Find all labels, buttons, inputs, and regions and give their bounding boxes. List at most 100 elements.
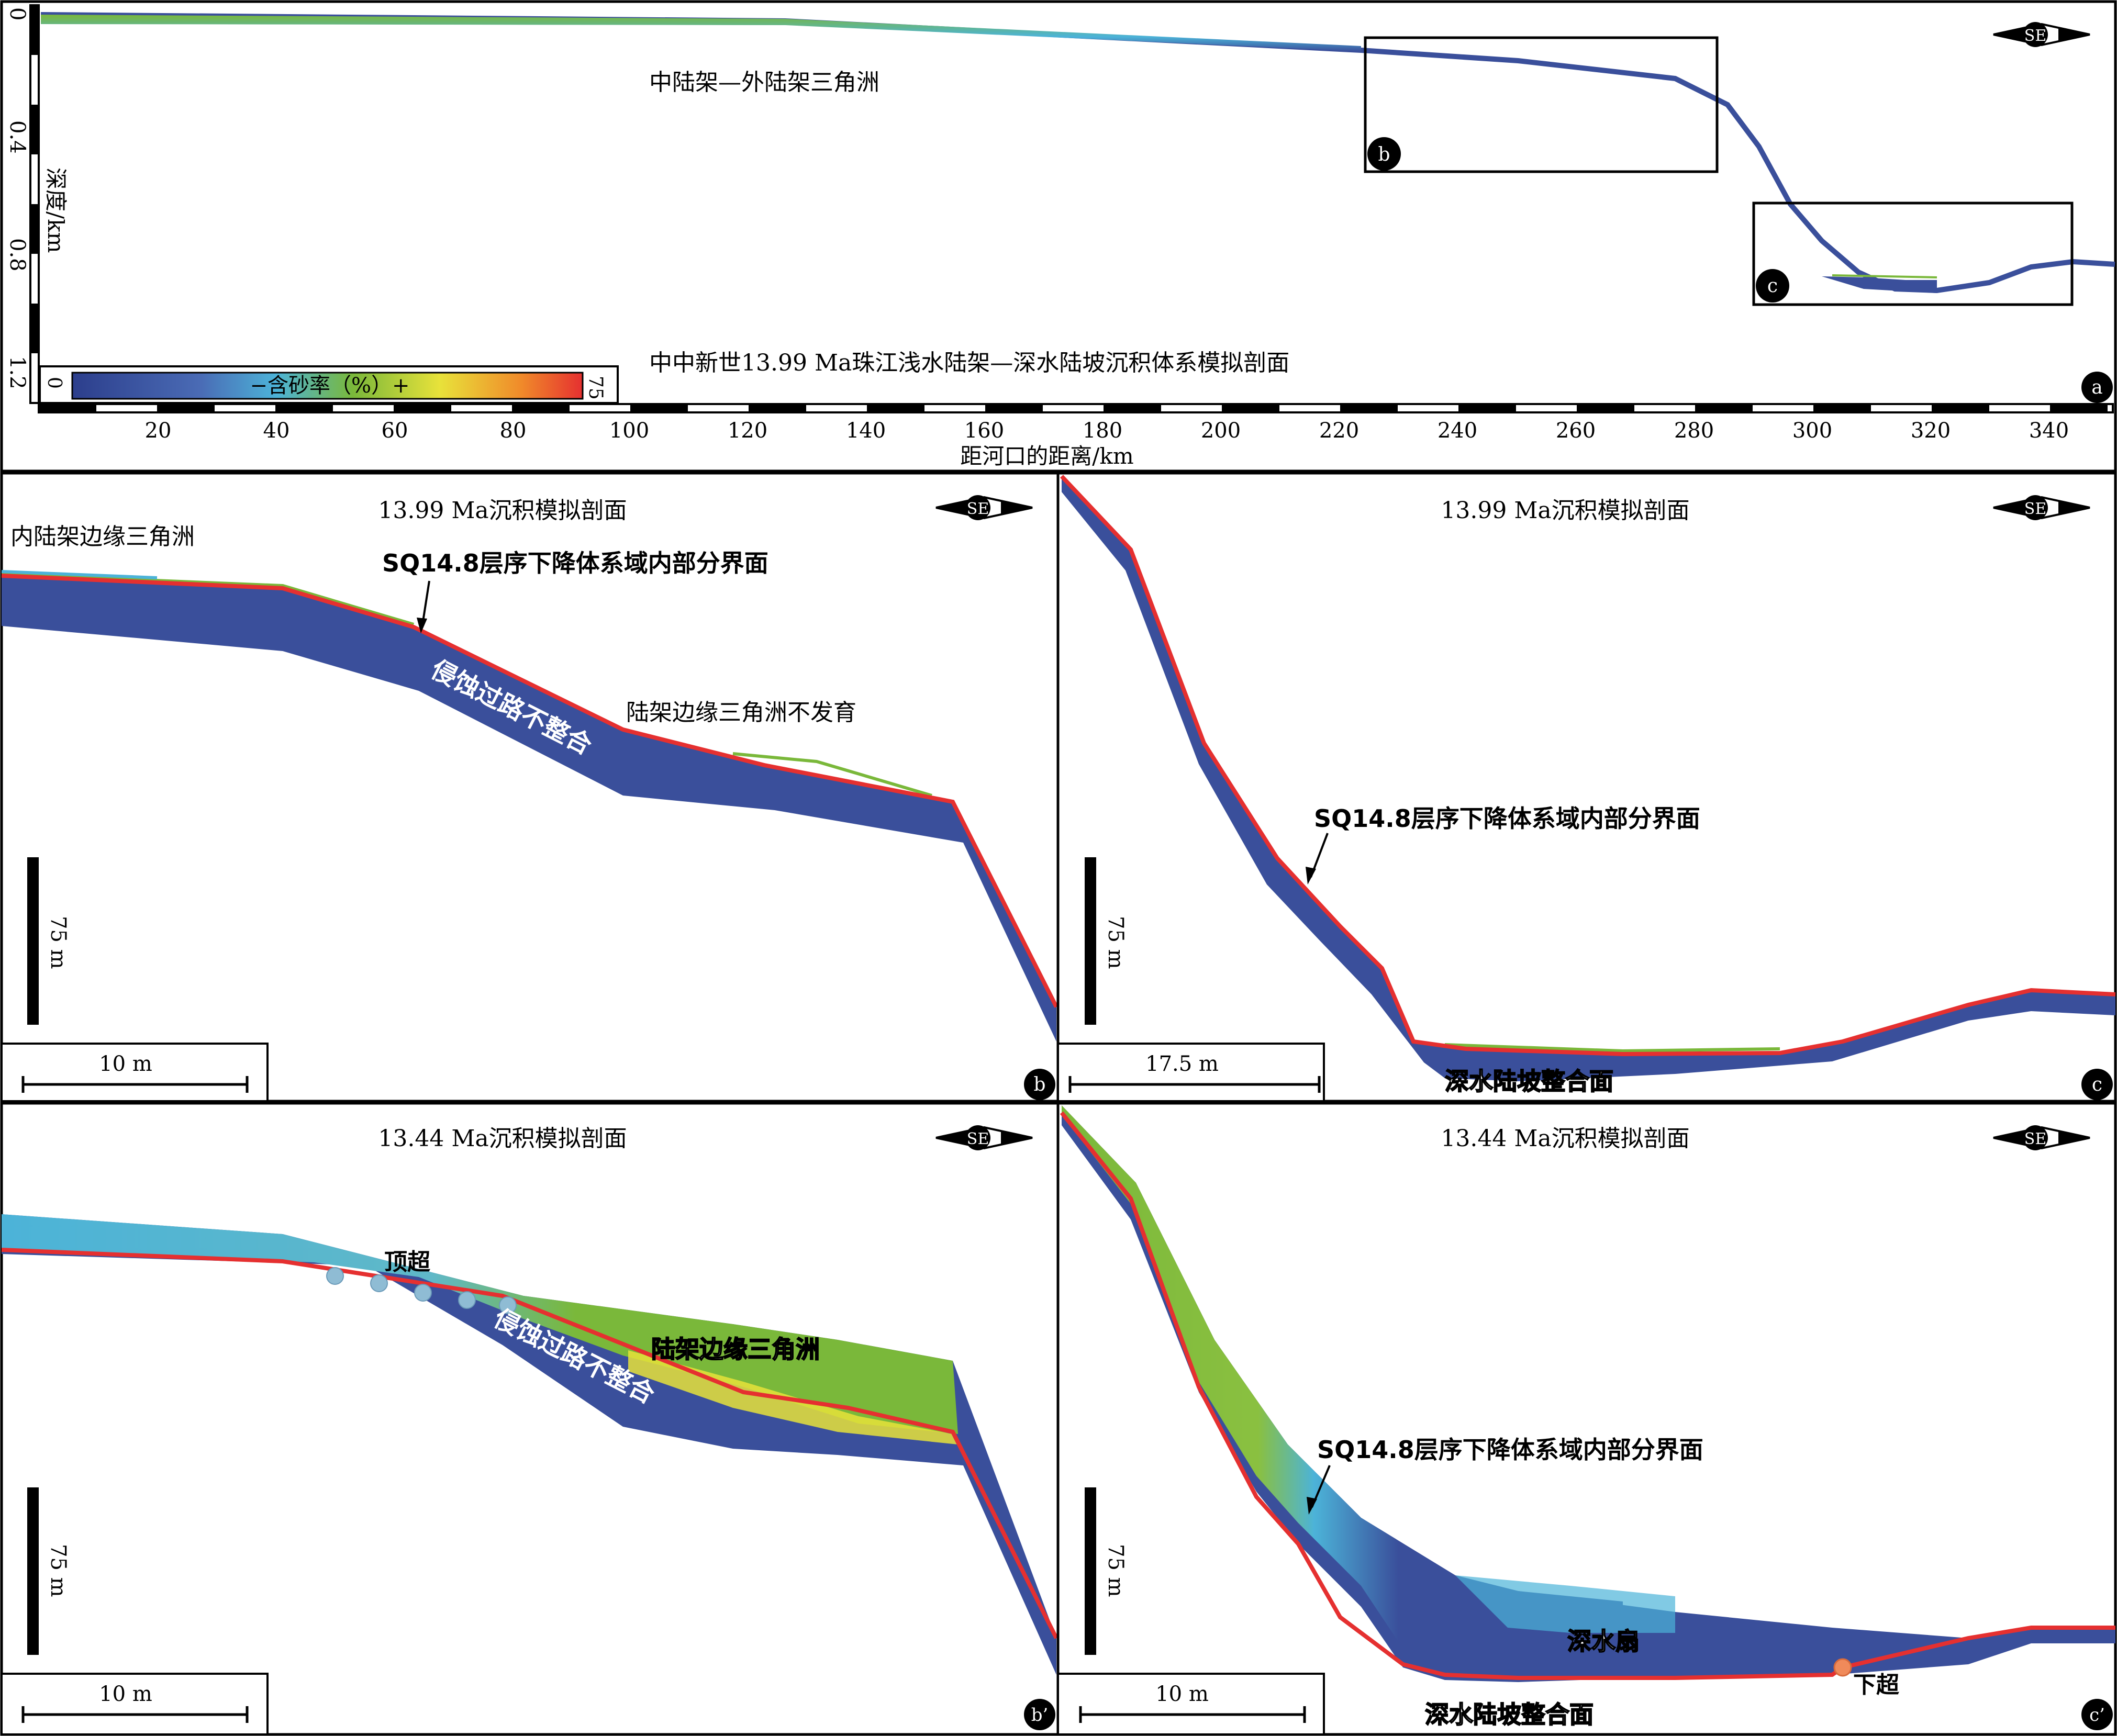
x-tick: 20 [145,419,172,443]
boundary-label: SQ14.8层序下降体系域内部分界面 [1317,1436,1703,1464]
cprime-boundary-line [1060,1111,2115,1680]
panel-cprime-letter: c’ [2089,1705,2105,1726]
panel-b: 13.99 Ma沉积模拟剖面 内陆架边缘三角洲 SQ14.8层序下降体系域内部分… [0,472,1060,1103]
vertical-scale-label: 75 m [1104,916,1128,969]
x-tick: 340 [2029,419,2069,443]
inset-c-letter: c [1767,275,1778,297]
panel-b-prime: 13.44 Ma沉积模拟剖面 顶超 侵蚀过路不整合 陆架边缘三角洲 75 m 1… [0,1102,1060,1736]
bprime-strata [2,1214,1056,1675]
compass-label: SE [967,500,989,518]
x-tick: 320 [1911,419,1951,443]
inset-b-marker [1367,137,1401,171]
x-tick: 40 [263,419,290,443]
colorbar-max: 75 [585,376,606,400]
c-strata [1062,476,2115,1081]
colorbar-min: 0 [43,377,65,389]
inset-c-marker [1756,269,1789,303]
vertical-scale [1085,1487,1096,1655]
scale-box [1057,1043,1325,1102]
horizontal-scale [21,1706,249,1723]
toplap-label: 顶超 [384,1249,431,1275]
inner-delta-label: 内陆架边缘三角洲 [10,523,195,550]
y-tick-1: 0.4 [5,120,29,154]
c-boundary-line [1060,475,2116,1057]
panel-c-border [1056,472,2117,1103]
panel-b-title: 13.99 Ma沉积模拟剖面 [378,497,627,524]
x-tick: 60 [382,419,408,443]
panel-a-title: 中中新世13.99 Ma珠江浅水陆架—深水陆坡沉积体系模拟剖面 [649,350,1289,376]
x-tick: 100 [609,419,649,443]
conformity-label: 深水陆坡整合面 [1425,1700,1594,1729]
panel-bprime-letter: b’ [1031,1705,1049,1726]
horizontal-scale-label: 17.5 m [1145,1052,1219,1076]
horizontal-scale-label: 10 m [1155,1682,1209,1706]
panel-c-prime-border [1056,1102,2117,1736]
panel-a-letter-marker [2081,372,2113,403]
x-tick: 260 [1556,419,1596,443]
vertical-scale-label: 75 m [46,1544,70,1597]
vertical-scale [27,857,39,1025]
vertical-scale [27,1487,39,1655]
y-tick-2: 0.8 [5,238,29,272]
y-tick-0: 0 [5,7,29,20]
x-tick: 220 [1319,419,1359,443]
fan-label: 深水扇 [1567,1627,1640,1655]
x-tick: 120 [728,419,767,443]
x-tick: 160 [964,419,1004,443]
b-boundary-line [1,574,1058,1008]
compass-label: SE [2024,27,2046,45]
b-strata [2,576,1056,1041]
basin-deposit [1822,276,1937,293]
x-axis-bar [38,403,2114,413]
panel-a: 0 0.4 0.8 1.2 深度/km 20 40 60 80 100 120 … [0,0,2117,473]
panel-cprime-title: 13.44 Ma沉积模拟剖面 [1441,1125,1689,1152]
downlap-marker [1833,1658,1852,1677]
compass-label: SE [2024,1130,2046,1148]
x-tick: 200 [1201,419,1241,443]
x-tick: 80 [500,419,527,443]
panel-bprime-letter-marker [1024,1699,1055,1730]
panel-c-title: 13.99 Ma沉积模拟剖面 [1441,497,1689,524]
inset-box-b [1364,36,1719,173]
panel-c: 13.99 Ma沉积模拟剖面 SQ14.8层序下降体系域内部分界面 深水陆坡整合… [1056,472,2117,1103]
colorbar-label: −含砂率（%）+ [250,374,409,398]
horizontal-scale [1079,1706,1306,1723]
horizontal-scale [21,1076,249,1093]
delta-label: 陆架边缘三角洲 [651,1335,820,1363]
conformity-label: 深水陆坡整合面 [1445,1067,1613,1095]
vertical-scale-label: 75 m [1104,1544,1128,1597]
scale-box [1057,1673,1325,1735]
colorbar: 0 75 −含砂率（%）+ [39,365,619,404]
vertical-scale [1085,857,1096,1025]
compass-label: SE [2024,500,2046,518]
scale-box [1,1043,269,1102]
profile-line [40,12,2115,294]
shelf-deposit [41,15,1361,51]
boundary-label: SQ14.8层序下降体系域内部分界面 [382,549,768,577]
panel-c-letter-marker [2081,1069,2113,1100]
panel-c-prime: 13.44 Ma沉积模拟剖面 SQ14.8层序下降体系域内部分界面 深水扇 下超… [1056,1102,2117,1736]
panel-b-letter: b [1033,1074,1045,1095]
horizontal-scale [1068,1076,1321,1093]
inset-box-c [1752,201,2074,306]
compass-icon: SE [1993,22,2090,47]
compass-icon: SE [935,1125,1033,1150]
scale-box [1,1673,269,1735]
delta-annotation: 中陆架—外陆架三角洲 [649,69,879,96]
compass-icon: SE [935,495,1033,520]
compass-icon: SE [1993,1125,2090,1150]
compass-icon: SE [1993,495,2090,520]
downlap-label: 下超 [1853,1672,1900,1698]
horizontal-scale-label: 10 m [99,1682,152,1706]
x-axis-label: 距河口的距离/km [960,443,1133,469]
x-tick: 240 [1438,419,1477,443]
x-tick: 280 [1674,419,1714,443]
x-tick-labels: 20 40 60 80 100 120 140 160 180 200 220 … [145,419,2069,469]
horizontal-scale-label: 10 m [99,1052,152,1076]
vertical-scale-label: 75 m [46,916,70,969]
panel-cprime-letter-marker [2081,1699,2113,1730]
compass-label: SE [967,1130,989,1148]
y-tick-3: 1.2 [5,356,29,389]
